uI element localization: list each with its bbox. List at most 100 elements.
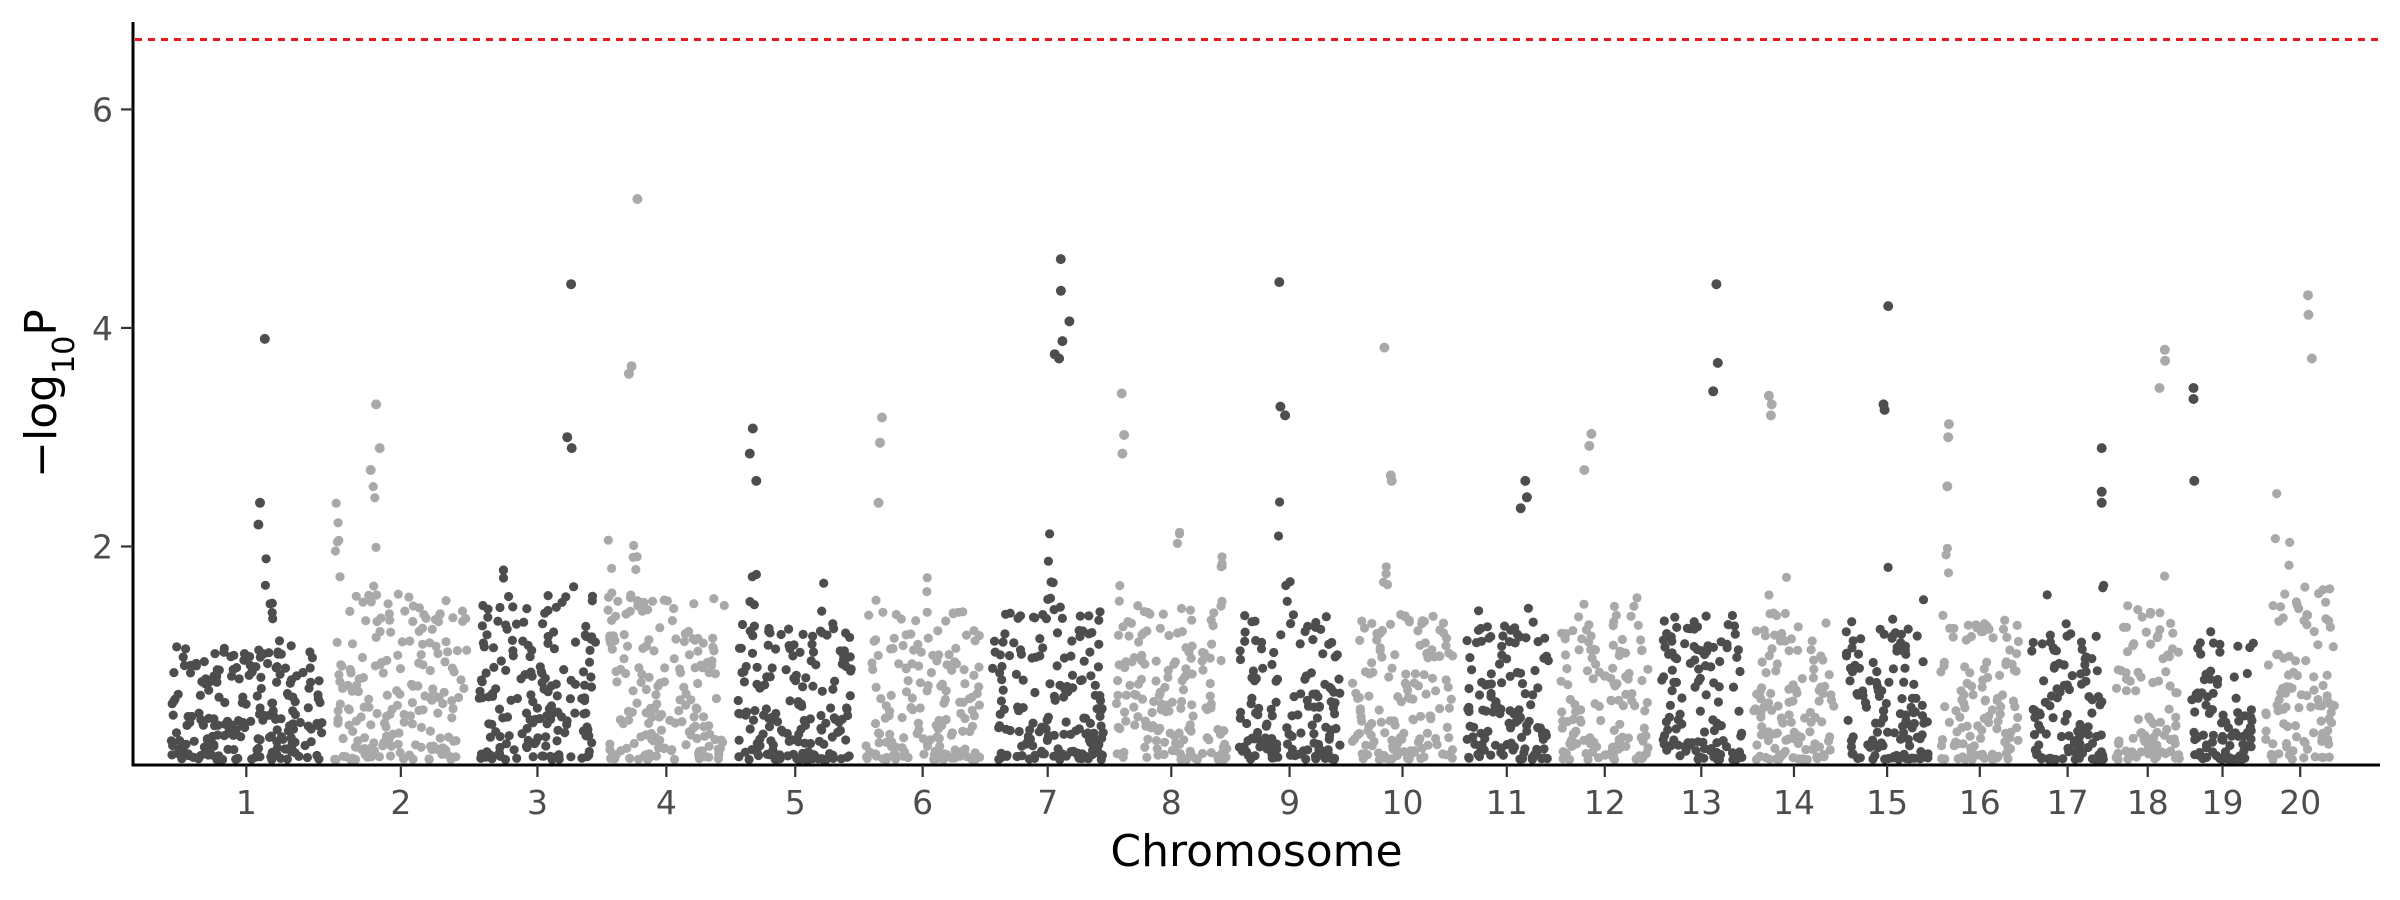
snp-point	[1134, 637, 1144, 647]
snp-top-hit	[1280, 410, 1291, 421]
snp-point	[1374, 754, 1384, 765]
snp-point	[1727, 610, 1737, 621]
snp-point	[251, 662, 261, 672]
snp-point	[335, 699, 345, 709]
snp-point	[697, 746, 707, 756]
snp-point	[1043, 712, 1053, 722]
snp-top-hit	[1766, 399, 1777, 410]
snp-point	[1675, 709, 1685, 719]
snp-point	[448, 703, 458, 714]
snp-point	[1540, 633, 1550, 643]
snp-point	[1368, 667, 1378, 678]
snp-point	[1422, 728, 1432, 738]
snp-point	[948, 608, 958, 618]
x-tick-label: 9	[1279, 783, 1300, 822]
snp-point	[338, 683, 348, 694]
snp-point	[2324, 752, 2334, 762]
snp-point	[1906, 702, 1916, 712]
snp-point	[537, 751, 547, 761]
snp-point	[913, 718, 924, 728]
snp-point	[819, 739, 829, 749]
snp-point	[2208, 730, 2218, 740]
snp-point	[1257, 637, 1267, 648]
snp-point	[1889, 728, 1899, 738]
snp-point	[1463, 704, 1473, 714]
snp-point	[1497, 678, 1507, 688]
snp-point	[1234, 742, 1244, 752]
snp-point	[226, 652, 236, 662]
snp-point	[867, 658, 877, 668]
snp-point	[2012, 620, 2022, 631]
snp-top-hit	[255, 497, 265, 508]
snp-point	[1660, 642, 1670, 652]
snp-point	[1517, 679, 1528, 689]
snp-point	[2158, 654, 2168, 664]
snp-top-hit	[2159, 344, 2170, 355]
snp-point	[254, 645, 264, 655]
snp-point	[448, 736, 459, 746]
snp-point	[1302, 695, 1312, 706]
snp-point	[1043, 556, 1053, 566]
snp-point	[1797, 674, 1807, 684]
snp-point	[1185, 605, 1195, 615]
snp-point	[1072, 749, 1082, 759]
snp-point	[1685, 658, 1695, 669]
y-axis-title-subscript: 10	[47, 336, 82, 374]
snp-point	[494, 704, 505, 714]
snp-point	[495, 602, 505, 613]
snp-point	[1364, 691, 1374, 701]
snp-point	[846, 666, 856, 676]
snp-point	[1176, 703, 1186, 714]
snp-point	[1500, 621, 1510, 631]
snp-point	[2272, 649, 2282, 660]
snp-point	[1630, 701, 1640, 711]
snp-point	[428, 684, 438, 694]
snp-point	[1820, 681, 1830, 692]
snp-point	[1871, 677, 1882, 688]
snp-point	[662, 596, 673, 606]
snp-point	[1014, 726, 1024, 737]
snp-point	[272, 725, 282, 735]
snp-point	[282, 754, 292, 764]
snp-point	[1565, 739, 1575, 749]
snp-point	[1568, 626, 1578, 636]
snp-point	[1755, 751, 1765, 761]
snp-point	[2233, 641, 2243, 651]
snp-point	[530, 739, 540, 749]
snp-point	[1330, 652, 1340, 662]
snp-point	[1582, 666, 1593, 676]
snp-point	[1385, 716, 1395, 726]
snp-point	[404, 592, 414, 602]
snp-point	[2322, 670, 2332, 680]
snp-point	[2039, 676, 2049, 686]
snp-point	[1475, 742, 1485, 752]
snp-point	[1151, 736, 1161, 746]
snp-point	[2051, 754, 2061, 765]
snp-point	[552, 691, 562, 701]
snp-point	[1577, 634, 1587, 644]
snp-point	[224, 725, 234, 735]
snp-point	[2002, 632, 2012, 643]
snp-point	[1786, 634, 1796, 644]
snp-point	[679, 636, 690, 647]
snp-point	[1888, 664, 1898, 674]
snp-point	[1662, 741, 1672, 751]
snp-point	[276, 714, 286, 724]
snp-point	[1767, 705, 1777, 716]
snp-point	[704, 668, 714, 678]
snp-point	[1113, 690, 1123, 700]
snp-point	[521, 741, 532, 751]
snp-point	[542, 719, 552, 729]
snp-point	[1515, 632, 1525, 642]
snp-top-hit	[566, 443, 577, 454]
snp-point	[1428, 611, 1438, 621]
snp-point	[2246, 712, 2256, 723]
snp-point	[1415, 734, 1425, 744]
snp-point	[2239, 731, 2249, 741]
snp-point	[1969, 751, 1979, 761]
snp-point	[1917, 730, 1927, 740]
snp-point	[371, 542, 381, 553]
snp-point	[1486, 632, 1496, 642]
snp-point	[1216, 601, 1226, 611]
snp-point	[612, 677, 622, 687]
